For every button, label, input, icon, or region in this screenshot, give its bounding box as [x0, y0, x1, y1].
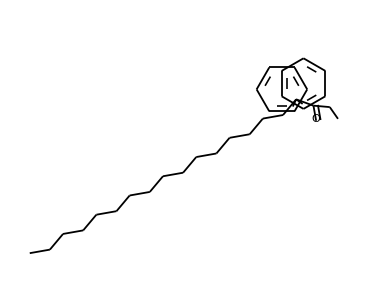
- Text: O: O: [312, 114, 321, 124]
